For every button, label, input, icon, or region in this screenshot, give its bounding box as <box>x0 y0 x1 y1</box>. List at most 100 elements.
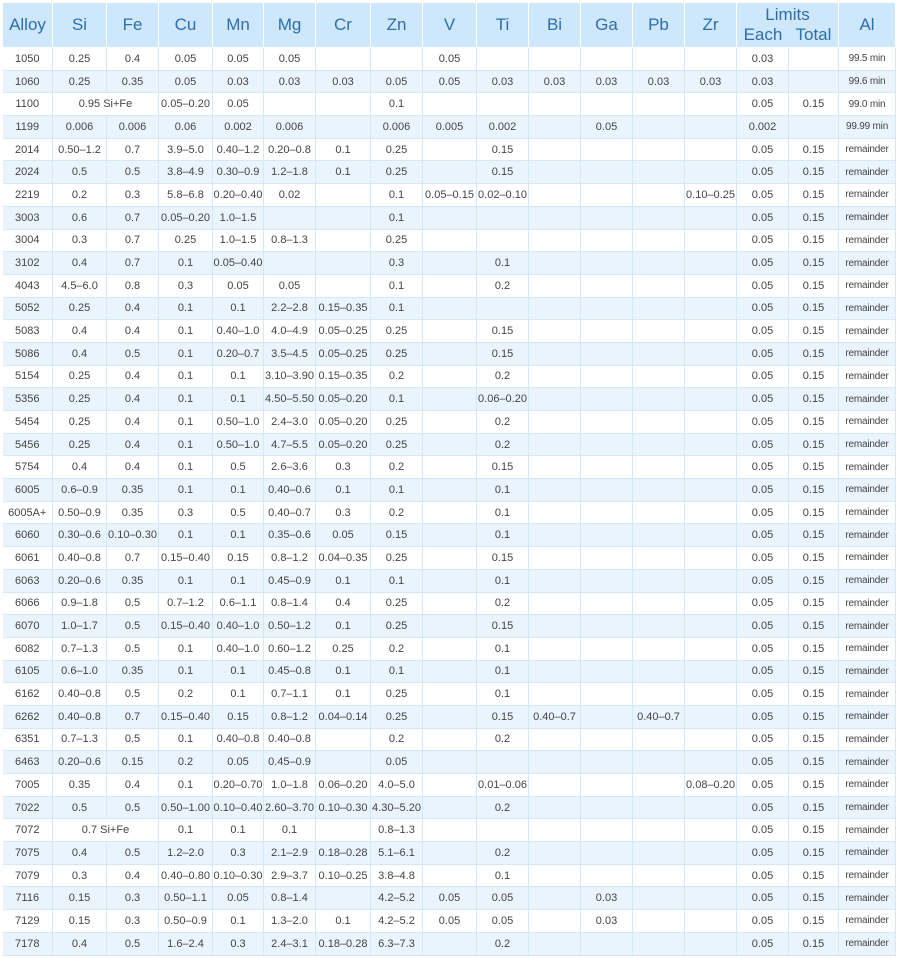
cell-total: 0.15 <box>788 410 840 434</box>
cell-v <box>422 433 477 457</box>
cell-pb <box>632 160 685 185</box>
cell-al: 99.6 min <box>838 70 897 94</box>
cell-cu: 0.50–0.9 <box>158 909 213 933</box>
cell-mn: 1.0–1.5 <box>212 229 264 253</box>
cell-fe: 0.4 <box>106 297 159 321</box>
cell-pb <box>632 478 685 502</box>
cell-each: 0.05 <box>736 569 789 593</box>
cell-ga <box>580 410 633 434</box>
cell-each: 0.05 <box>736 160 789 185</box>
cell-each: 0.05 <box>736 92 789 117</box>
cell-zn: 0.2 <box>370 637 423 661</box>
cell-bi <box>528 387 581 411</box>
table-row: 7072 0.7 Si+Fe 0.1 0.1 0.1 0.8–1.3 0.05 0.15 rem… <box>2 818 897 843</box>
table-row: 1199 0.006 0.006 0.06 0.002 0.006 0.006 0.005 0.… <box>2 115 897 139</box>
cell-si: 1.0–1.7 <box>52 614 107 638</box>
cell-si: 0.40–0.8 <box>52 546 107 570</box>
cell-pb <box>632 47 685 71</box>
cell-zr <box>684 909 737 933</box>
cell-alloy: 6351 <box>2 728 53 752</box>
cell-ga <box>580 342 633 366</box>
cell-alloy: 7075 <box>2 841 53 865</box>
cell-cu: 0.50–1.00 <box>158 796 213 820</box>
cell-zr <box>684 274 737 298</box>
cell-v <box>422 932 477 956</box>
cell-alloy: 5083 <box>2 319 53 343</box>
cell-al: remainder <box>838 660 897 684</box>
cell-pb <box>632 410 685 434</box>
cell-cu: 0.25 <box>158 229 213 253</box>
cell-mn: 0.10–0.40 <box>212 796 264 820</box>
cell-ti: 0.2 <box>476 365 529 389</box>
cell-alloy: 5754 <box>2 455 53 480</box>
cell-v <box>422 319 477 343</box>
cell-each: 0.05 <box>736 138 789 162</box>
cell-fe: 0.7 <box>106 546 159 570</box>
cell-al: remainder <box>838 342 897 366</box>
cell-ti <box>476 297 529 321</box>
cell-ga <box>580 546 633 570</box>
cell-al: remainder <box>838 546 897 570</box>
cell-pb <box>632 138 685 162</box>
cell-total: 0.15 <box>788 183 840 207</box>
cell-alloy: 1199 <box>2 115 53 139</box>
cell-fe: 0.10–0.30 <box>106 523 159 548</box>
cell-fe: 0.4 <box>106 319 159 343</box>
cell-total <box>788 47 840 71</box>
cell-si: 0.3 <box>52 229 107 253</box>
cell-fe: 0.5 <box>106 841 159 865</box>
cell-si: 4.5–6.0 <box>52 274 107 298</box>
cell-alloy: 6162 <box>2 682 53 706</box>
cell-zr <box>684 410 737 434</box>
cell-zn: 6.3–7.3 <box>370 932 423 956</box>
table-row: 6061 0.40–0.8 0.7 0.15–0.40 0.15 0.8–1.2 0.04–… <box>2 546 897 570</box>
cell-alloy: 4043 <box>2 274 53 298</box>
cell-cr: 0.03 <box>315 70 371 94</box>
cell-mn: 0.40–1.0 <box>212 319 264 343</box>
header-ga: Ga <box>580 2 633 48</box>
cell-zr <box>684 319 737 343</box>
cell-cu: 0.05–0.20 <box>158 206 213 230</box>
cell-ga <box>580 206 633 230</box>
cell-ga <box>580 138 633 162</box>
cell-alloy: 2219 <box>2 183 53 207</box>
cell-mg: 0.8–1.3 <box>263 229 316 253</box>
cell-mg: 2.4–3.0 <box>263 410 316 434</box>
cell-v <box>422 206 477 230</box>
cell-alloy: 1100 <box>2 92 53 117</box>
cell-cu: 0.1 <box>158 637 213 661</box>
header-v: V <box>422 2 477 48</box>
cell-fe: 0.5 <box>106 796 159 820</box>
cell-mn: 0.05 <box>212 47 264 71</box>
cell-cr: 0.18–0.28 <box>315 841 371 865</box>
cell-pb <box>632 319 685 343</box>
cell-cr: 0.15–0.35 <box>315 297 371 321</box>
header-pb: Pb <box>632 2 685 48</box>
cell-pb <box>632 523 685 548</box>
cell-alloy: 7072 <box>2 818 53 843</box>
cell-zn: 0.1 <box>370 660 423 684</box>
cell-pb <box>632 841 685 865</box>
cell-pb <box>632 909 685 933</box>
cell-alloy: 6463 <box>2 750 53 774</box>
cell-cu: 0.05 <box>158 70 213 94</box>
cell-each: 0.05 <box>736 433 789 457</box>
cell-si: 0.15 <box>52 909 107 933</box>
cell-cu: 0.15–0.40 <box>158 546 213 570</box>
cell-al: remainder <box>838 705 897 729</box>
table-row: 7005 0.35 0.4 0.1 0.20–0.70 1.0–1.8 0.06–0.20 4… <box>2 773 897 797</box>
cell-al: remainder <box>838 841 897 865</box>
cell-pb <box>632 297 685 321</box>
cell-bi <box>528 909 581 933</box>
cell-v <box>422 773 477 797</box>
cell-zn: 0.1 <box>370 274 423 298</box>
cell-cr <box>315 183 371 207</box>
cell-bi <box>528 478 581 502</box>
cell-mn: 1.0–1.5 <box>212 206 264 230</box>
cell-fe: 0.35 <box>106 478 159 502</box>
cell-alloy: 6061 <box>2 546 53 570</box>
cell-v: 0.05 <box>422 70 477 94</box>
cell-pb <box>632 682 685 706</box>
cell-si: 0.25 <box>52 365 107 389</box>
cell-al: remainder <box>838 319 897 343</box>
